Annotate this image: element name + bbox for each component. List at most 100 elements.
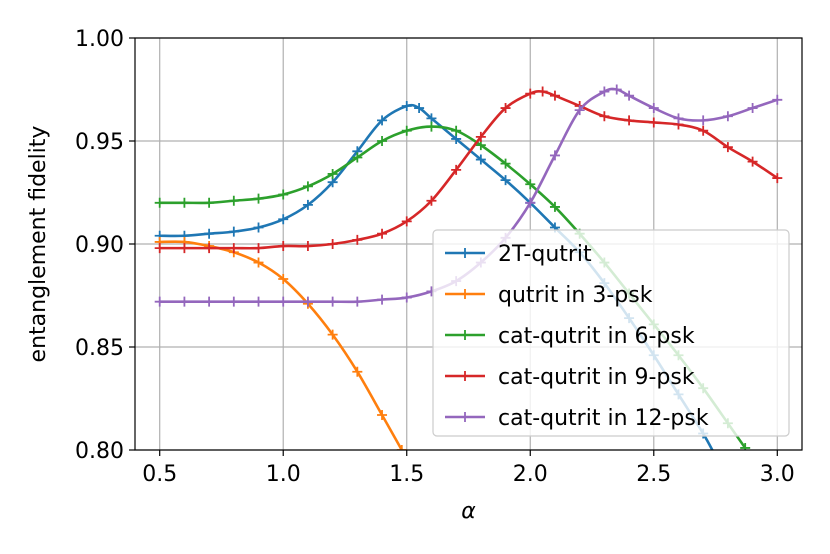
data-point-marker bbox=[302, 296, 313, 307]
data-point-marker bbox=[204, 296, 215, 307]
legend-marker bbox=[460, 289, 470, 299]
data-point-marker bbox=[327, 329, 338, 340]
legend-label: cat-qutrit in 12-psk bbox=[498, 406, 709, 431]
data-point-marker bbox=[377, 136, 388, 146]
data-point-marker bbox=[228, 226, 239, 237]
series-line bbox=[159, 90, 779, 250]
series-4 bbox=[154, 86, 783, 254]
data-point-marker bbox=[179, 296, 190, 307]
data-point-marker bbox=[278, 189, 289, 200]
data-point-marker bbox=[154, 243, 165, 254]
data-point-marker bbox=[377, 409, 388, 420]
data-point-marker bbox=[327, 296, 338, 307]
data-point-marker bbox=[451, 125, 462, 136]
legend-marker bbox=[460, 412, 470, 422]
data-point-marker bbox=[228, 243, 239, 254]
legend: 2T-qutrit qutrit in 3-psk cat-qutrit in 6-… bbox=[432, 229, 790, 437]
y-tick-label: 0.85 bbox=[75, 336, 124, 361]
data-point-marker bbox=[525, 88, 536, 99]
data-point-marker bbox=[698, 125, 709, 136]
data-point-marker bbox=[525, 197, 536, 208]
data-point-marker bbox=[549, 90, 560, 101]
y-axis-label: entanglement fidelity bbox=[26, 126, 51, 363]
data-point-marker bbox=[401, 292, 412, 303]
data-point-marker bbox=[204, 197, 215, 208]
data-point-marker bbox=[451, 164, 462, 175]
data-point-marker bbox=[611, 84, 622, 95]
data-point-marker bbox=[711, 451, 721, 461]
y-tick-label: 0.80 bbox=[75, 439, 124, 464]
data-point-marker bbox=[772, 94, 783, 105]
data-point-marker bbox=[302, 199, 313, 210]
data-point-marker bbox=[648, 117, 659, 128]
legend-label: qutrit in 3-psk bbox=[498, 283, 653, 308]
legend-box bbox=[432, 229, 790, 437]
data-point-marker bbox=[599, 111, 610, 122]
data-point-marker bbox=[500, 175, 511, 186]
data-point-marker bbox=[228, 296, 239, 307]
data-point-marker bbox=[525, 179, 536, 190]
data-point-marker bbox=[673, 113, 684, 124]
data-point-marker bbox=[302, 181, 313, 192]
data-point-marker bbox=[698, 115, 709, 126]
legend-item: cat-qutrit in 6-psk bbox=[445, 324, 695, 349]
data-point-marker bbox=[228, 195, 239, 206]
data-point-marker bbox=[426, 195, 437, 206]
data-point-marker bbox=[278, 241, 289, 252]
data-point-marker bbox=[426, 121, 437, 132]
data-point-marker bbox=[599, 86, 610, 97]
y-tick-label: 1.00 bbox=[75, 27, 124, 52]
data-point-marker bbox=[414, 103, 425, 114]
data-point-marker bbox=[475, 154, 486, 165]
data-point-marker bbox=[253, 243, 264, 254]
x-tick-label: 0.5 bbox=[142, 462, 177, 487]
data-point-marker bbox=[722, 111, 733, 122]
data-point-marker bbox=[747, 103, 758, 114]
data-point-marker bbox=[154, 197, 165, 208]
data-point-marker bbox=[377, 294, 388, 305]
data-point-marker bbox=[327, 239, 338, 249]
data-point-marker bbox=[747, 156, 758, 167]
y-axis-ticks: 0.80 0.85 0.90 0.95 1.00 bbox=[75, 27, 135, 464]
data-point-marker bbox=[352, 152, 363, 163]
data-point-marker bbox=[253, 257, 264, 268]
data-point-marker bbox=[327, 168, 338, 179]
legend-label: cat-qutrit in 6-psk bbox=[498, 324, 695, 349]
y-tick-label: 0.95 bbox=[75, 130, 124, 155]
legend-item: cat-qutrit in 12-psk bbox=[445, 406, 709, 431]
data-point-marker bbox=[648, 103, 659, 114]
legend-item: 2T-qutrit bbox=[445, 242, 592, 267]
data-point-marker bbox=[154, 296, 165, 307]
data-point-marker bbox=[401, 216, 412, 227]
x-tick-label: 1.5 bbox=[389, 462, 424, 487]
data-point-marker bbox=[377, 228, 388, 239]
series-line bbox=[159, 240, 403, 450]
x-tick-label: 2.0 bbox=[513, 462, 548, 487]
data-point-marker bbox=[740, 442, 751, 450]
data-point-marker bbox=[352, 234, 363, 245]
x-tick-label: 3.0 bbox=[760, 462, 795, 487]
data-point-marker bbox=[179, 243, 190, 254]
data-point-marker bbox=[204, 228, 215, 239]
data-point-marker bbox=[278, 296, 289, 307]
data-point-marker bbox=[722, 142, 733, 153]
legend-label: 2T-qutrit bbox=[498, 242, 592, 267]
data-point-marker bbox=[772, 173, 783, 184]
x-tick-label: 1.0 bbox=[266, 462, 301, 487]
data-point-marker bbox=[396, 445, 407, 450]
x-tick-label: 2.5 bbox=[636, 462, 671, 487]
data-point-marker bbox=[549, 201, 560, 212]
data-point-marker bbox=[624, 115, 635, 126]
data-point-marker bbox=[377, 115, 388, 126]
legend-marker bbox=[460, 371, 470, 381]
data-point-marker bbox=[352, 296, 363, 307]
data-point-marker bbox=[574, 105, 585, 116]
data-point-marker bbox=[253, 193, 264, 204]
legend-label: cat-qutrit in 9-psk bbox=[498, 365, 695, 390]
x-axis-ticks: 0.5 1.0 1.5 2.0 2.5 3.0 bbox=[142, 450, 795, 487]
data-point-marker bbox=[302, 241, 313, 252]
data-point-marker bbox=[204, 243, 215, 254]
legend-item: cat-qutrit in 9-psk bbox=[445, 365, 695, 390]
data-point-marker bbox=[500, 103, 511, 114]
